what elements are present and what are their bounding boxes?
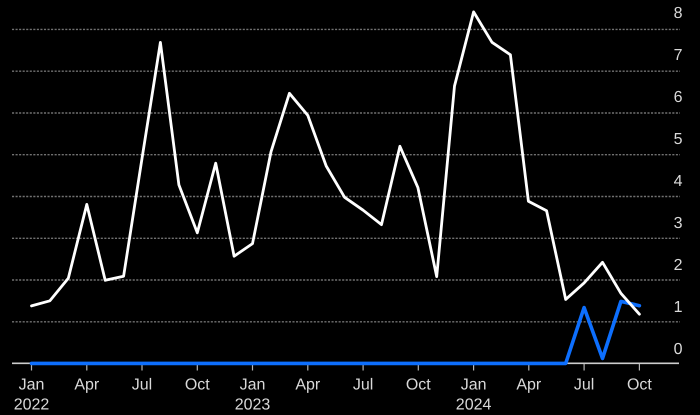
svg-text:1: 1 xyxy=(674,299,683,316)
svg-text:Jan: Jan xyxy=(240,376,266,393)
svg-text:Jan: Jan xyxy=(19,376,45,393)
svg-text:Oct: Oct xyxy=(627,376,652,393)
svg-text:Apr: Apr xyxy=(74,376,100,393)
svg-text:7: 7 xyxy=(674,47,683,64)
svg-text:4: 4 xyxy=(674,173,683,190)
svg-text:Jul: Jul xyxy=(353,376,373,393)
svg-text:8: 8 xyxy=(674,5,683,22)
svg-text:2: 2 xyxy=(674,257,683,274)
svg-text:3: 3 xyxy=(674,215,683,232)
svg-text:2023: 2023 xyxy=(235,396,271,413)
svg-text:2022: 2022 xyxy=(14,396,50,413)
svg-text:6: 6 xyxy=(674,89,683,106)
svg-text:Apr: Apr xyxy=(516,376,542,393)
svg-text:Oct: Oct xyxy=(406,376,431,393)
svg-text:Apr: Apr xyxy=(295,376,321,393)
svg-text:Jan: Jan xyxy=(461,376,487,393)
svg-text:Oct: Oct xyxy=(185,376,210,393)
svg-text:5: 5 xyxy=(674,131,683,148)
svg-text:0: 0 xyxy=(674,341,683,358)
svg-text:Jul: Jul xyxy=(574,376,594,393)
svg-text:2024: 2024 xyxy=(456,396,492,413)
svg-text:Jul: Jul xyxy=(132,376,152,393)
